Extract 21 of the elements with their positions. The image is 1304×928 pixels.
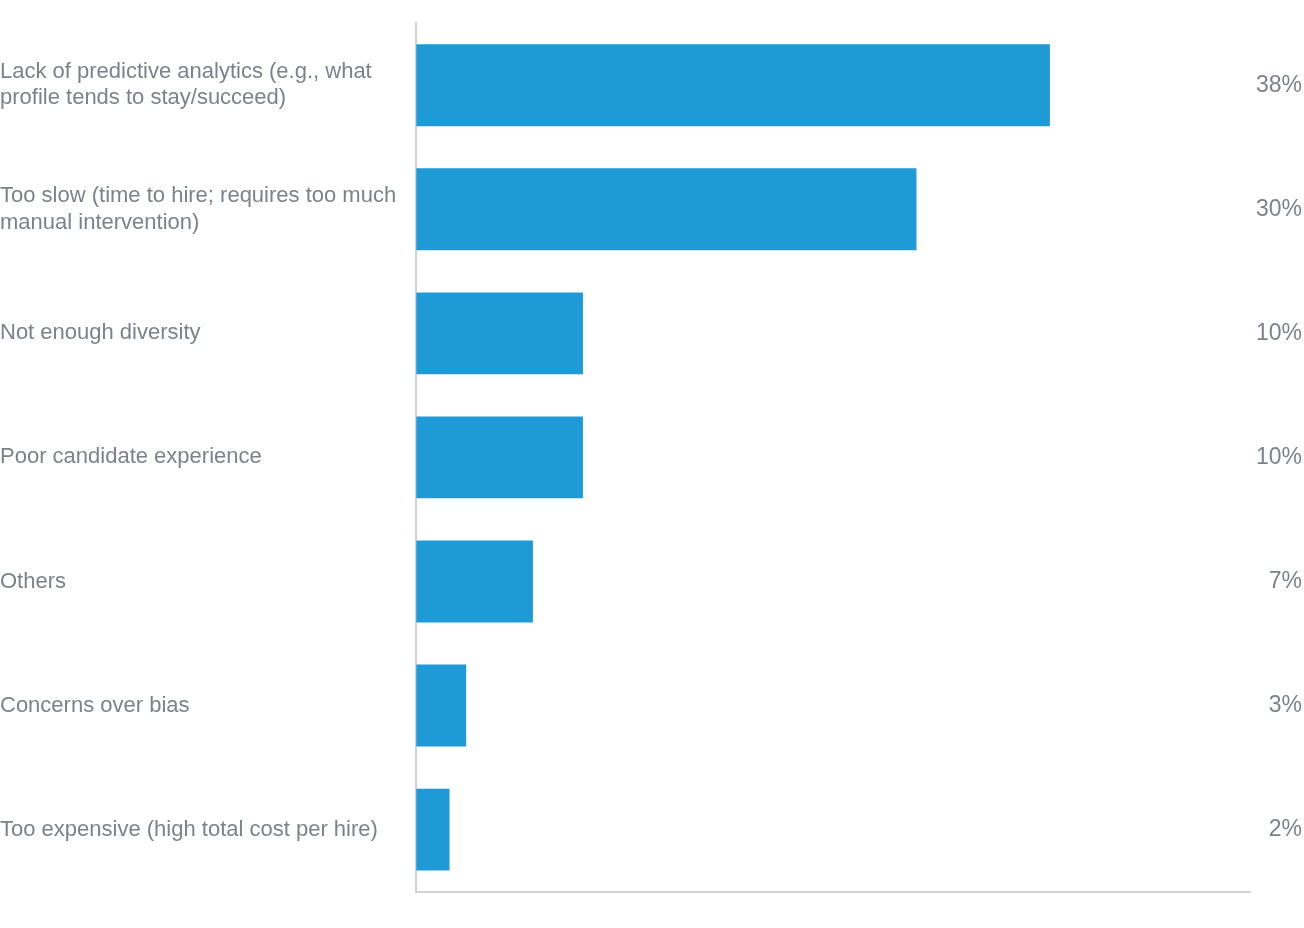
- y-tick-label: Concerns over bias: [0, 691, 190, 717]
- bar: [416, 788, 450, 871]
- y-tick-label: Poor candidate experience: [0, 443, 262, 469]
- data-label: 2%: [1268, 814, 1302, 841]
- y-tick-label: Others: [0, 567, 67, 593]
- y-tick-label: Lack of predictive analytics (e.g., what profile tends to stay/succeed): [0, 58, 372, 110]
- bar: [416, 292, 583, 375]
- y-tick-label: Not enough diversity: [0, 319, 201, 345]
- bar: [416, 416, 583, 499]
- y-tick-label: Too expensive (high total cost per hire): [0, 815, 378, 841]
- data-label: 10%: [1255, 442, 1302, 469]
- y-tick-label: Too slow (time to hire; requires too much manual intervention): [0, 182, 397, 234]
- data-label: 30%: [1255, 194, 1302, 221]
- bar: [416, 664, 467, 747]
- data-label: 7%: [1268, 566, 1302, 593]
- data-label: 3%: [1268, 690, 1302, 717]
- bar: [416, 44, 1050, 127]
- bar: [416, 540, 533, 623]
- data-label: 10%: [1255, 318, 1302, 345]
- bar: [416, 168, 917, 251]
- data-label: 38%: [1255, 70, 1302, 97]
